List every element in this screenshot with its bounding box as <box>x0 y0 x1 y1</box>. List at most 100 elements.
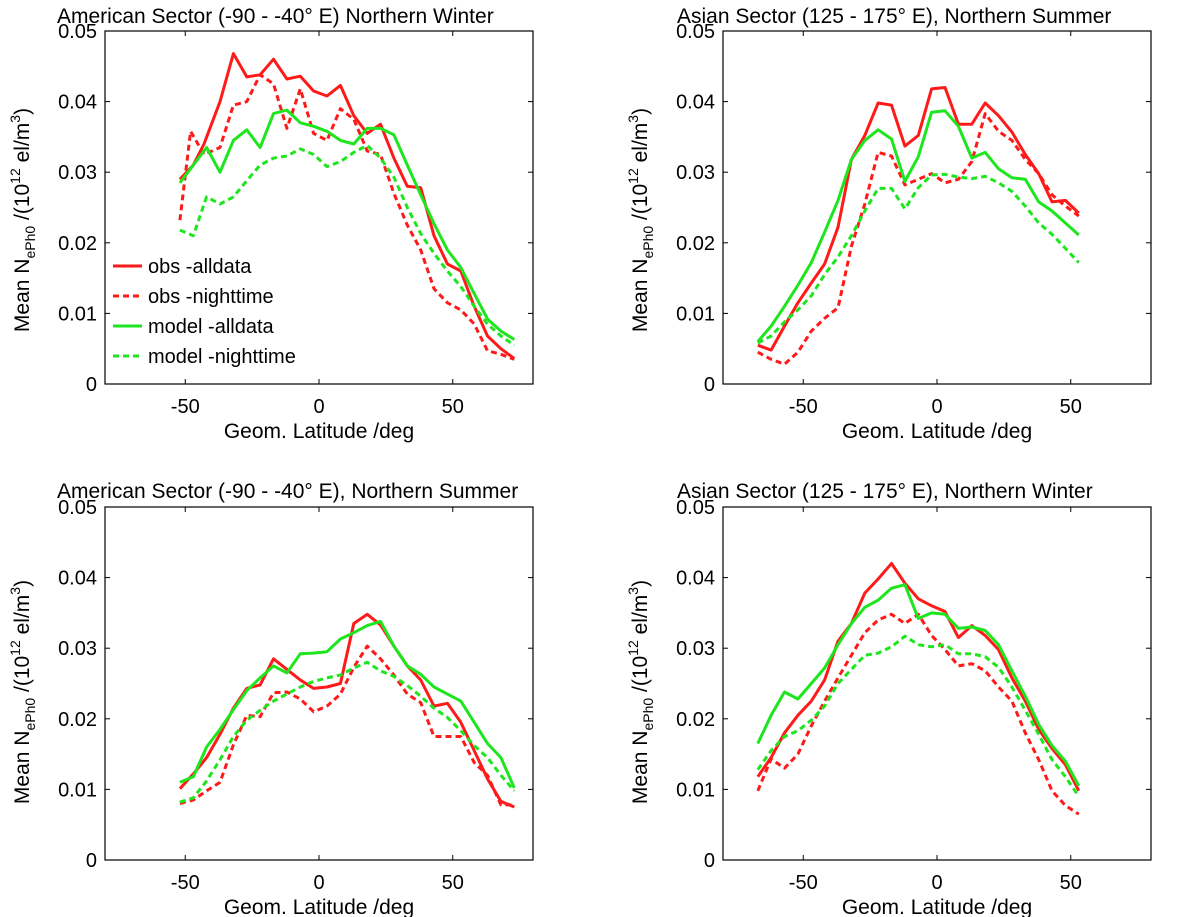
y-tick-label: 0.05 <box>58 21 97 43</box>
y-axis-label-part: ePh0 <box>640 698 656 731</box>
y-axis-label-part: 12 <box>7 168 23 184</box>
svg-text:Mean NePh0 /(1012 el/m3): Mean NePh0 /(1012 el/m3) <box>7 580 38 804</box>
y-tick-label: 0.01 <box>676 779 715 801</box>
y-tick-label: 0.05 <box>676 497 715 519</box>
y-tick-label: 0 <box>704 850 715 872</box>
y-axis-label-part: ) <box>11 108 34 115</box>
y-tick-label: 0.02 <box>676 233 715 255</box>
series-line-model-alldata <box>756 109 1080 343</box>
series-line-obs-alldata <box>757 86 1080 352</box>
y-tick-label: 0.03 <box>676 638 715 660</box>
y-axis-label-part: el/m <box>11 123 34 169</box>
x-axis-label: Geom. Latitude /deg <box>842 896 1032 917</box>
y-tick-label: 0.02 <box>58 233 97 255</box>
x-axis-label: Geom. Latitude /deg <box>224 896 414 917</box>
y-tick-label: 0.05 <box>58 497 97 519</box>
legend-label: model -alldata <box>148 316 275 338</box>
y-tick-label: 0.03 <box>58 638 97 660</box>
y-tick-label: 0.02 <box>58 709 97 731</box>
series-line-model-alldata <box>756 583 1081 787</box>
y-axis-label-part: ) <box>629 580 652 587</box>
y-tick-label: 0.04 <box>676 92 715 114</box>
x-tick-label: 50 <box>1060 872 1082 894</box>
y-axis-label: Mean NePh0 /(1012 el/m3) <box>7 108 38 332</box>
x-tick-label: 0 <box>931 872 942 894</box>
x-tick-label: -50 <box>789 872 818 894</box>
y-axis-label-part: el/m <box>629 595 652 641</box>
y-axis-label-part: el/m <box>629 123 652 169</box>
chart-panel: American Sector (-90 - -40° E) Northern … <box>7 5 534 443</box>
chart-panel: American Sector (-90 - -40° E), Northern… <box>7 480 534 917</box>
y-axis-label-part: ) <box>629 108 652 115</box>
x-tick-label: 50 <box>1060 396 1082 418</box>
y-axis-label-part: /(10 <box>629 656 652 698</box>
y-tick-label: 0 <box>704 374 715 396</box>
y-axis-label-part: ePh0 <box>22 226 38 259</box>
y-axis-label: Mean NePh0 /(1012 el/m3) <box>7 580 38 804</box>
x-axis-label: Geom. Latitude /deg <box>842 420 1032 443</box>
x-axis-label: Geom. Latitude /deg <box>224 420 414 443</box>
y-axis-label-part: 3 <box>7 587 23 595</box>
svg-text:Mean NePh0 /(1012 el/m3): Mean NePh0 /(1012 el/m3) <box>625 108 656 332</box>
chart-title: Asian Sector (125 - 175° E), Northern Su… <box>677 5 1111 28</box>
y-axis-label-part: ePh0 <box>640 226 656 259</box>
series-line-model-nighttime <box>756 634 1081 798</box>
y-tick-label: 0.01 <box>58 303 97 325</box>
y-tick-label: 0.01 <box>58 779 97 801</box>
x-tick-label: 0 <box>931 396 942 418</box>
axes-frame <box>722 506 1152 861</box>
x-tick-label: 50 <box>442 872 464 894</box>
series-line-obs-nighttime <box>756 612 1080 816</box>
y-tick-label: 0 <box>86 374 97 396</box>
series-line-obs-nighttime <box>178 73 515 361</box>
chart-panel: Asian Sector (125 - 175° E), Northern Wi… <box>625 480 1152 917</box>
y-axis-label-part: /(10 <box>629 184 652 226</box>
y-axis-label-part: 3 <box>625 587 641 595</box>
y-axis-label-part: Mean N <box>629 731 652 805</box>
y-axis-label-part: 12 <box>625 640 641 656</box>
y-tick-label: 0.03 <box>676 162 715 184</box>
y-axis-label-part: el/m <box>11 595 34 641</box>
y-axis-label-part: ) <box>11 580 34 587</box>
y-tick-label: 0.04 <box>58 568 97 590</box>
x-tick-label: 50 <box>442 396 464 418</box>
x-tick-label: -50 <box>789 396 818 418</box>
legend-label: model -nighttime <box>148 346 296 368</box>
series-line-model-nighttime <box>757 172 1080 345</box>
y-axis-label-part: Mean N <box>11 259 34 333</box>
y-tick-label: 0 <box>86 850 97 872</box>
y-axis-label-part: /(10 <box>11 184 34 226</box>
x-tick-label: -50 <box>171 872 200 894</box>
legend: obs -alldata obs -nighttime model -alldata… <box>113 256 296 368</box>
series-line-obs-alldata <box>178 612 515 809</box>
x-tick-label: -50 <box>171 396 200 418</box>
y-axis-label-part: 12 <box>625 168 641 184</box>
y-axis-label-part: Mean N <box>629 259 652 333</box>
chart-panel: Asian Sector (125 - 175° E), Northern Su… <box>625 5 1152 443</box>
legend-label: obs -alldata <box>148 256 252 278</box>
series-line-obs-nighttime <box>757 112 1080 366</box>
y-tick-label: 0.04 <box>58 92 97 114</box>
chart-title: American Sector (-90 - -40° E) Northern … <box>57 5 494 28</box>
series-line-model-alldata <box>178 108 516 341</box>
y-axis-label-part: 12 <box>7 640 23 656</box>
y-axis-label-part: ePh0 <box>22 698 38 731</box>
x-tick-label: 0 <box>313 396 324 418</box>
y-axis-label-part: 3 <box>625 115 641 123</box>
chart-title: American Sector (-90 - -40° E), Northern… <box>57 480 518 503</box>
y-tick-label: 0.04 <box>676 568 715 590</box>
series-line-obs-alldata <box>178 52 516 360</box>
series-line-model-alldata <box>179 619 516 789</box>
y-tick-label: 0.05 <box>676 21 715 43</box>
axes-frame <box>104 506 534 861</box>
y-axis-label: Mean NePh0 /(1012 el/m3) <box>625 580 656 804</box>
series-line-obs-nighttime <box>179 644 515 807</box>
y-tick-label: 0.01 <box>676 303 715 325</box>
chart-title: Asian Sector (125 - 175° E), Northern Wi… <box>677 480 1093 503</box>
y-tick-label: 0.03 <box>58 162 97 184</box>
y-tick-label: 0.02 <box>676 709 715 731</box>
legend-label: obs -nighttime <box>148 286 274 308</box>
svg-text:Mean NePh0 /(1012 el/m3): Mean NePh0 /(1012 el/m3) <box>625 580 656 804</box>
y-axis-label-part: 3 <box>7 115 23 123</box>
